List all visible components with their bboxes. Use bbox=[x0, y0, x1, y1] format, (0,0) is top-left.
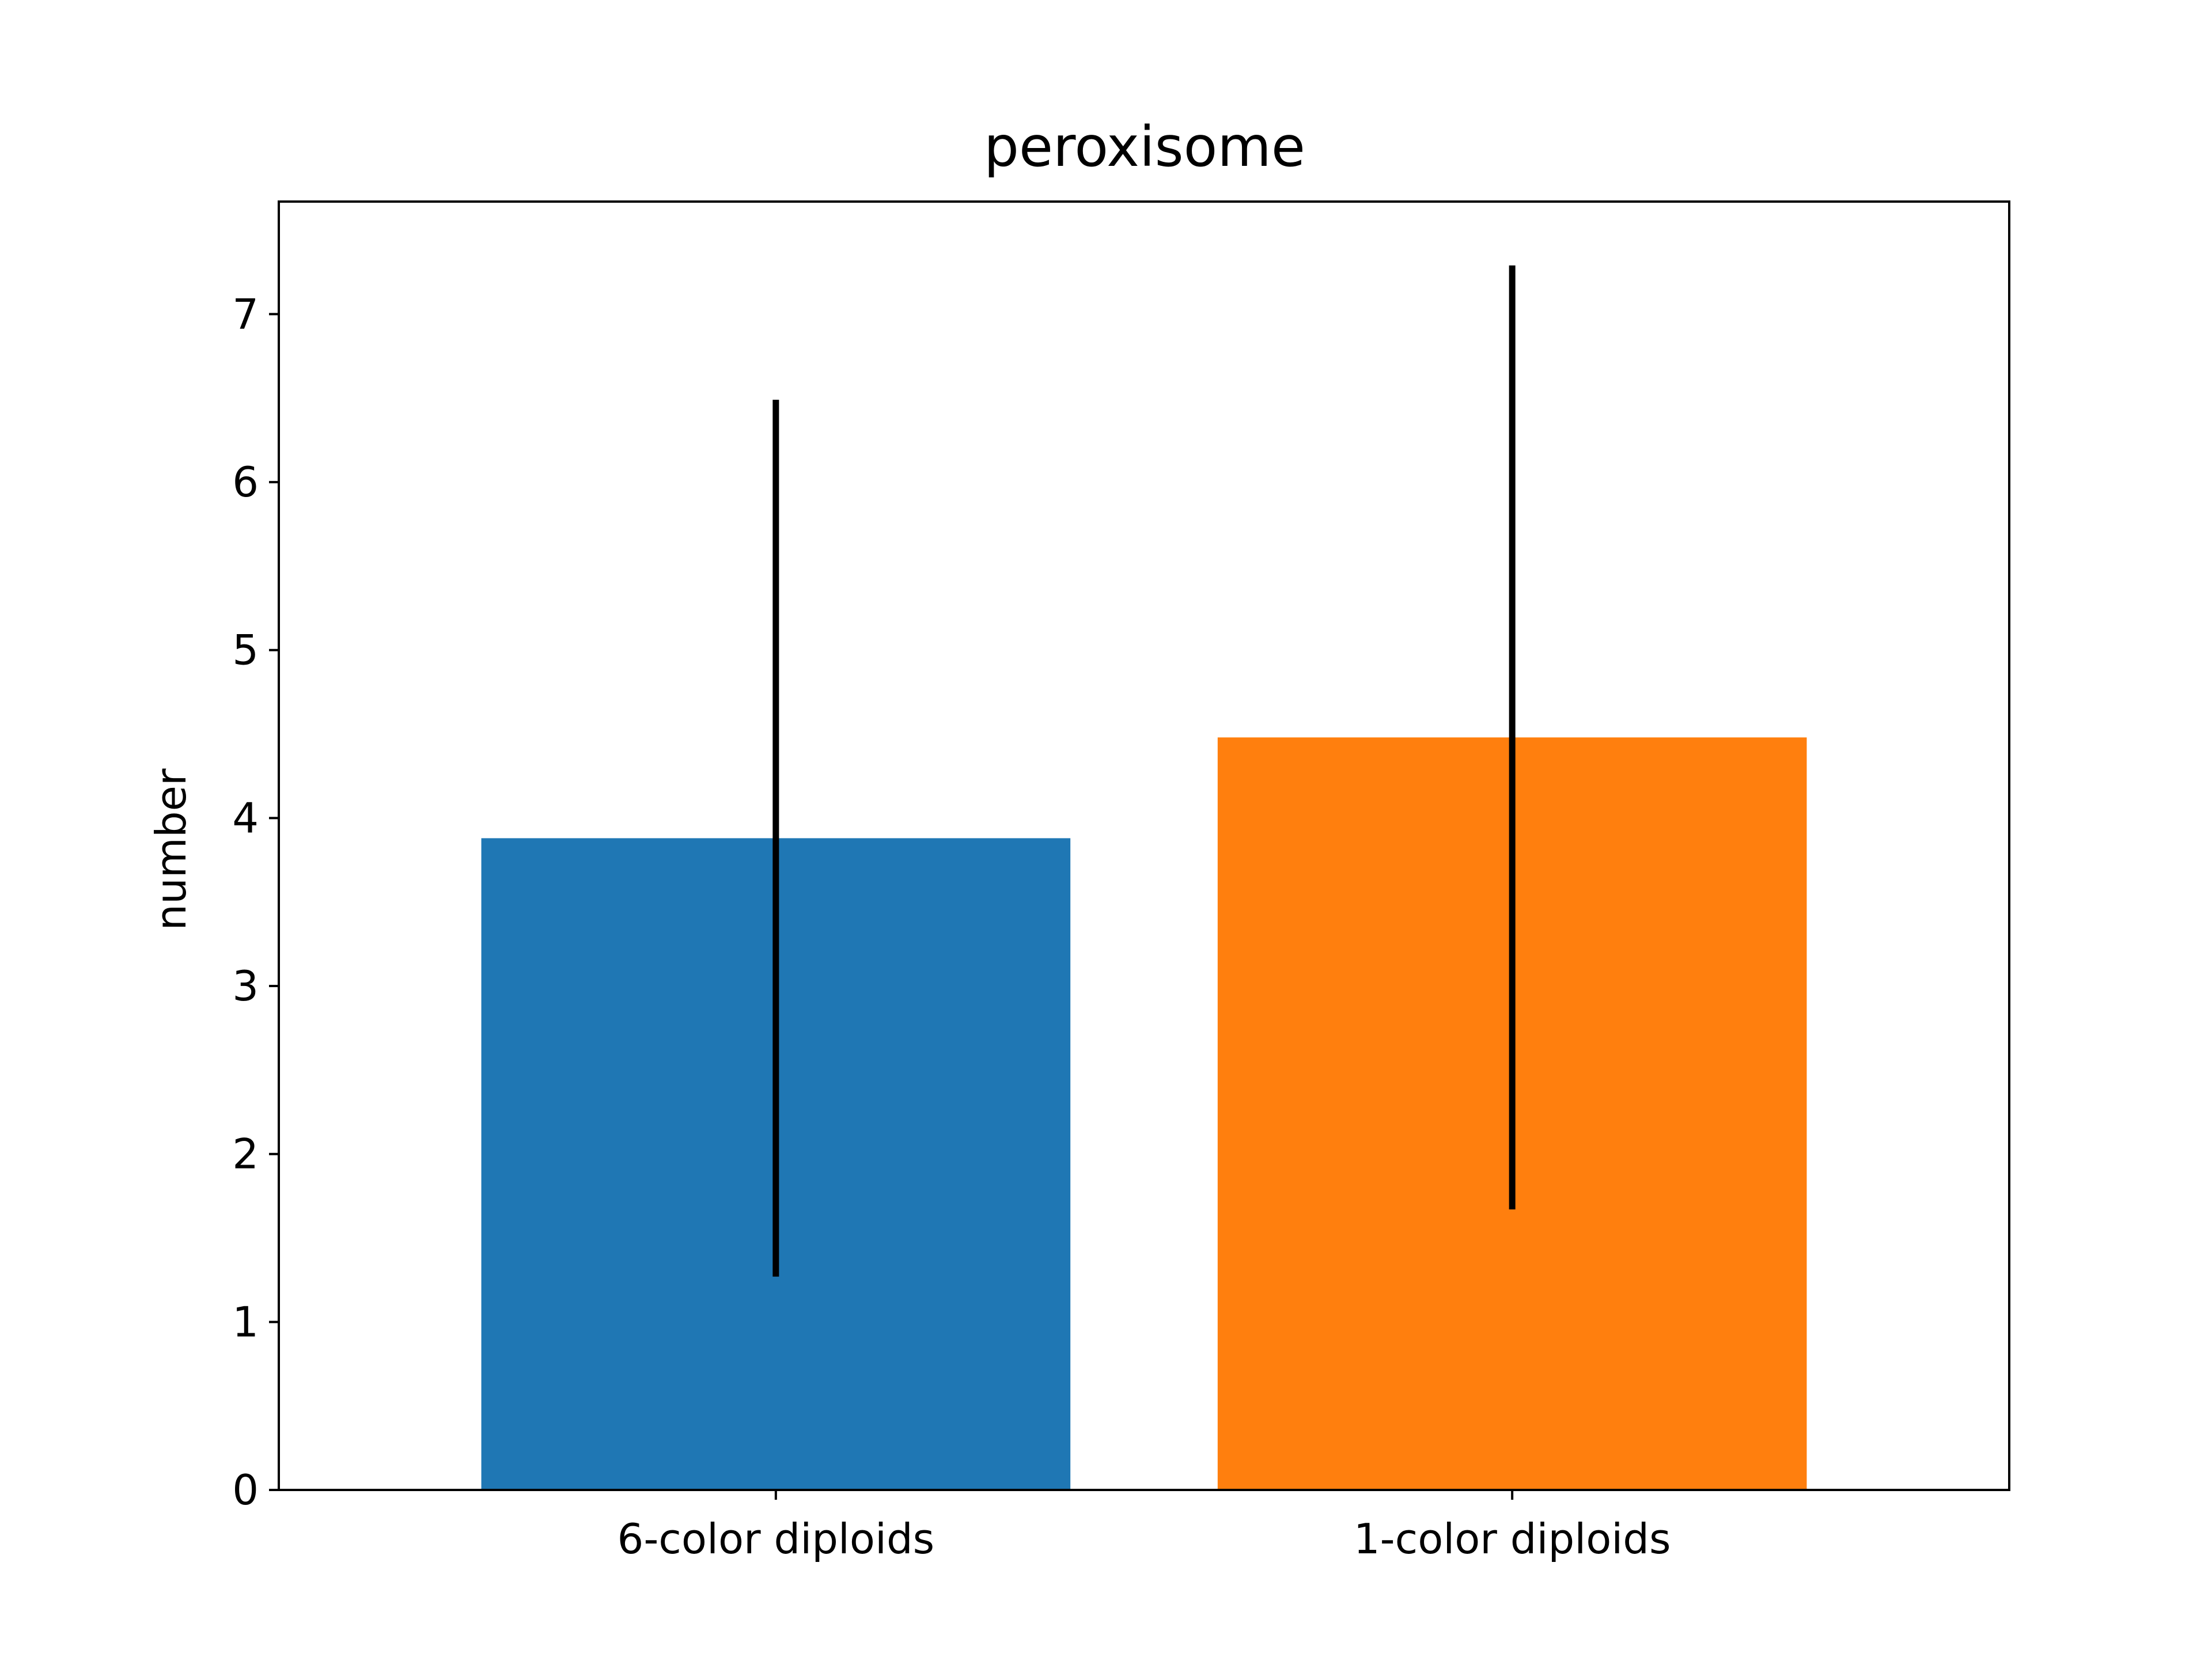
y-axis-label: number bbox=[147, 768, 195, 930]
plot-frame bbox=[278, 200, 2010, 1491]
y-tick-label: 2 bbox=[232, 1130, 259, 1178]
axes-group: 0 1 2 3 4 5 6 7 6-color diploids 1-color diploids bbox=[232, 200, 2010, 1563]
y-tick-label: 7 bbox=[232, 290, 259, 338]
y-tick-label: 5 bbox=[232, 626, 259, 674]
y-tick-label: 3 bbox=[232, 962, 259, 1010]
x-tick-label: 6-color diploids bbox=[618, 1515, 935, 1563]
x-tick-label: 1-color diploids bbox=[1354, 1515, 1671, 1563]
y-tick-label: 6 bbox=[232, 458, 259, 506]
y-tick-label: 4 bbox=[232, 794, 259, 842]
y-tick-label: 1 bbox=[232, 1298, 259, 1346]
y-tick-label: 0 bbox=[232, 1466, 259, 1514]
chart-title: peroxisome bbox=[984, 115, 1305, 179]
error-bars-group bbox=[772, 265, 1516, 1277]
